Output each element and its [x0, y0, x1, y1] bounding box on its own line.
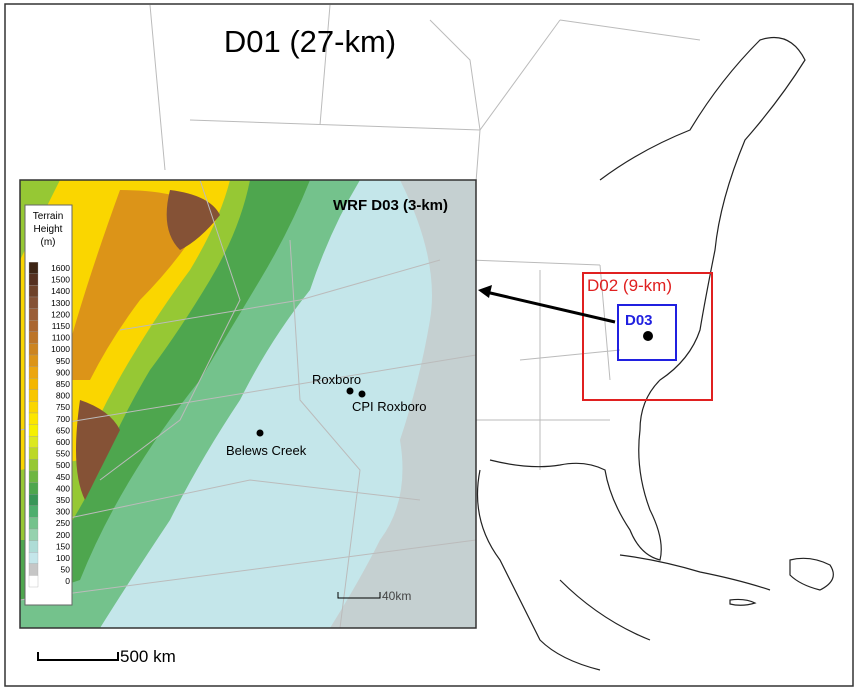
place-label: Belews Creek: [226, 443, 307, 458]
legend-swatch: [28, 296, 39, 309]
legend-swatch: [28, 343, 39, 356]
scale-bar: [37, 652, 119, 661]
legend-swatch: [28, 459, 39, 472]
d02-label: D02 (9-km): [587, 276, 672, 295]
legend-title: (m): [41, 237, 56, 248]
legend: TerrainHeight(m)160015001400130012001150…: [28, 211, 71, 588]
legend-swatch: [28, 505, 39, 518]
d03-label: D03: [625, 312, 653, 329]
legend-label: 350: [56, 495, 70, 505]
legend-swatch: [28, 262, 39, 274]
arrow-head: [478, 285, 492, 298]
legend-swatch: [28, 320, 39, 332]
place-label: CPI Roxboro: [352, 399, 426, 414]
legend-label: 650: [56, 425, 70, 435]
legend-swatch: [28, 366, 39, 379]
legend-label: 200: [56, 530, 70, 540]
legend-label: 1100: [52, 333, 71, 343]
legend-swatch: [28, 389, 39, 402]
legend-label: 700: [56, 414, 70, 424]
legend-label: 450: [56, 472, 70, 482]
legend-swatch: [28, 494, 39, 506]
legend-swatch: [28, 331, 39, 344]
legend-swatch: [28, 273, 39, 286]
legend-label: 1500: [51, 275, 70, 285]
legend-swatch: [28, 552, 39, 564]
legend-label: 800: [56, 391, 70, 401]
legend-swatch: [28, 285, 39, 298]
legend-label: 1300: [51, 298, 70, 308]
site-dot: [643, 331, 653, 341]
legend-swatch: [28, 378, 39, 390]
legend-swatch: [28, 517, 39, 530]
legend-swatch: [28, 528, 39, 541]
legend-label: 300: [56, 507, 70, 517]
legend-label: 400: [56, 483, 70, 493]
d02-box: [582, 272, 713, 401]
legend-label: 750: [56, 402, 70, 412]
legend-swatch: [28, 575, 39, 588]
legend-swatch: [28, 563, 39, 576]
place-dot: [358, 390, 366, 398]
legend-label: 150: [56, 541, 70, 551]
inset-scale-bar: [337, 592, 381, 599]
scale-label: 500 km: [120, 647, 176, 666]
legend-swatch: [28, 424, 39, 437]
legend-swatch: [28, 470, 39, 483]
legend-swatch: [28, 412, 39, 425]
legend-label: 600: [56, 437, 70, 447]
place-label: Roxboro: [312, 372, 361, 387]
legend-swatch: [28, 401, 39, 414]
inset: WRF D03 (3-km) TerrainHeight(m)160015001…: [19, 179, 477, 629]
place-dot: [256, 429, 264, 437]
legend-label: 950: [56, 356, 70, 366]
legend-title: Height: [34, 224, 63, 235]
arrow: [485, 290, 616, 324]
d03-box: [617, 304, 677, 361]
legend-label: 1400: [51, 286, 70, 296]
legend-label: 50: [61, 565, 71, 575]
legend-title: Terrain: [33, 211, 64, 222]
legend-label: 1150: [52, 321, 71, 331]
legend-swatch: [28, 540, 39, 553]
map-title: D01 (27-km): [224, 24, 396, 59]
legend-label: 1000: [51, 344, 70, 354]
legend-swatch: [28, 447, 39, 460]
legend-swatch: [28, 308, 39, 321]
legend-swatch: [28, 436, 39, 448]
legend-label: 550: [56, 449, 70, 459]
place-dot: [346, 387, 354, 395]
inset-scale-label: 40km: [382, 589, 411, 603]
legend-swatch: [28, 482, 39, 495]
legend-label: 850: [56, 379, 70, 389]
legend-label: 250: [56, 518, 70, 528]
legend-label: 0: [65, 576, 70, 586]
legend-label: 1200: [51, 309, 70, 319]
legend-swatch: [28, 354, 39, 367]
legend-label: 900: [56, 367, 70, 377]
legend-label: 1600: [51, 263, 70, 273]
legend-label: 100: [56, 553, 70, 563]
legend-label: 500: [56, 460, 70, 470]
inset-title: WRF D03 (3-km): [333, 197, 448, 214]
